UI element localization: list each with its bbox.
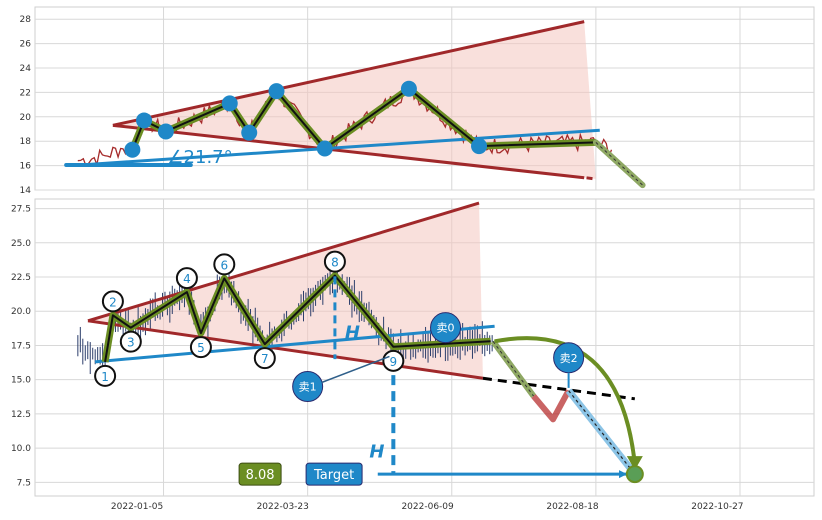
pivot-label: 9 [390, 355, 398, 369]
x-tick-label: 2022-03-23 [257, 502, 309, 512]
target-value-box [238, 462, 282, 486]
y-tick-label: 27.5 [11, 205, 31, 215]
pivot-point [136, 112, 153, 129]
pivot-point [316, 140, 333, 157]
x-tick-label: 2022-10-27 [691, 502, 743, 512]
y-tick-label: 14 [20, 186, 32, 196]
x-tick-label: 2022-08-18 [546, 502, 599, 512]
pivot-marker [382, 349, 405, 372]
pivot-marker [119, 330, 142, 353]
y-tick-label: 15.0 [11, 376, 31, 386]
pivot-marker [94, 364, 117, 387]
y-tick-label: 12.5 [11, 410, 31, 420]
zigzag-inner [104, 274, 491, 363]
target-label-box [305, 462, 363, 486]
target-point [625, 465, 644, 484]
pivot-label: 2 [109, 295, 117, 309]
y-tick-label: 18 [20, 137, 32, 147]
pivot-label: 6 [220, 258, 228, 272]
pivot-marker [253, 347, 276, 370]
pivot-marker [189, 336, 212, 359]
lower-trend-line [112, 123, 585, 180]
curved-arrow-head [626, 456, 643, 471]
pivot-point [124, 141, 141, 158]
pivot-label: 5 [197, 341, 205, 355]
y-tick-label: 25.0 [11, 239, 31, 249]
y-tick-label: 22 [20, 88, 31, 98]
height-label-pattern: H [345, 323, 360, 344]
sell-label: 卖1 [299, 381, 317, 394]
pivot-point [221, 95, 238, 112]
sell-label: 卖0 [437, 322, 455, 335]
sell-point [292, 371, 324, 403]
pivot-point [157, 123, 174, 140]
support-line [89, 128, 600, 166]
y-tick-label: 26 [20, 40, 32, 50]
y-tick-label: 28 [20, 15, 32, 25]
pivot-label: 7 [261, 352, 269, 366]
projected-leg-3 [565, 388, 638, 477]
pivot-point [268, 83, 285, 100]
pivot-marker [101, 290, 124, 313]
pivot-point [241, 124, 258, 141]
pivot-point [400, 80, 417, 97]
y-tick-label: 17.5 [11, 341, 31, 351]
projected-leg-1-dash [492, 341, 534, 397]
x-tick-label: 2022-01-05 [111, 502, 163, 512]
y-tick-label: 22.5 [11, 273, 31, 283]
projection-dash [595, 142, 643, 186]
pivot-marker [323, 250, 346, 273]
support-line [94, 324, 495, 364]
y-tick-label: 20 [20, 113, 32, 123]
sell1-arrow [321, 355, 390, 384]
y-tick-label: 10.0 [11, 444, 31, 454]
pivot-label: 1 [101, 370, 109, 384]
sell-point [430, 312, 462, 344]
zigzag-inner [131, 87, 596, 151]
y-tick-label: 7.5 [17, 478, 31, 488]
angle-label: ∠21.7° [167, 147, 232, 168]
pivot-label: 3 [127, 336, 135, 350]
sell-label: 卖2 [560, 352, 578, 365]
target-label-text: Target [313, 468, 354, 483]
y-tick-label: 24 [20, 64, 32, 74]
upper-trend-line [87, 201, 480, 323]
pivot-marker [213, 253, 236, 276]
pivot-marker [175, 267, 198, 290]
x-tick-label: 2022-06-09 [401, 502, 454, 512]
lower-trend-extension [586, 176, 597, 181]
projected-v [531, 389, 572, 423]
pivot-point [471, 138, 488, 155]
height-label-target: H [369, 442, 384, 463]
pivot-label: 8 [331, 256, 339, 270]
target-arrow-head [619, 470, 628, 479]
lower-trend-line [87, 319, 484, 380]
breakdown-extension [482, 376, 636, 401]
target-value-text: 8.08 [246, 468, 275, 483]
curved-arrow [494, 336, 637, 465]
y-tick-label: 20.0 [11, 307, 31, 317]
upper-trend-line [112, 20, 585, 127]
pivot-label: 4 [183, 272, 191, 286]
y-tick-label: 16 [20, 162, 32, 172]
